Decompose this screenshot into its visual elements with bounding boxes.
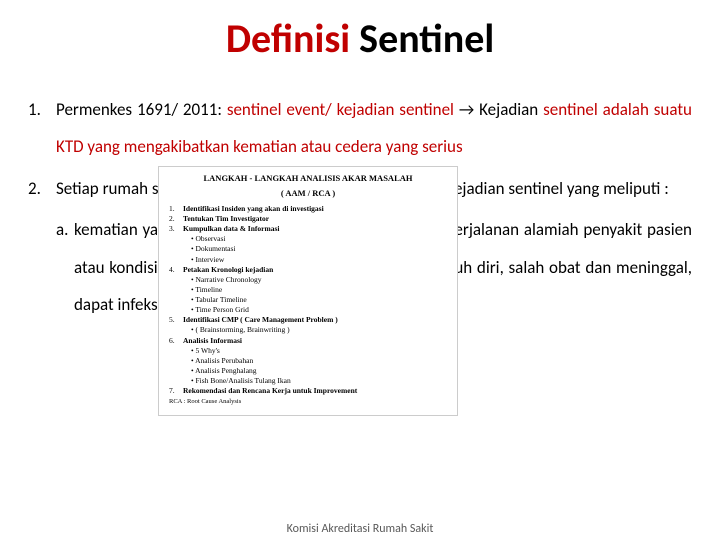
overlay-substep: Interview — [191, 255, 447, 265]
overlay-step: 1.Identifikasi Insiden yang akan di inve… — [169, 204, 447, 214]
overlay-step: 7.Rekomendasi dan Rencana Kerja untuk Im… — [169, 386, 447, 396]
overlay-substep: Fish Bone/Analisis Tulang Ikan — [191, 376, 447, 386]
list-text: Permenkes 1691/ 2011: sentinel event/ ke… — [56, 91, 692, 166]
slide-title: Definisi Sentinel — [0, 14, 720, 63]
overlay-step: 2.Tentukan Tim Investigator — [169, 214, 447, 224]
overlay-substep: ( Brainstorming, Brainwriting ) — [191, 325, 447, 335]
overlay-substep: Timeline — [191, 285, 447, 295]
overlay-substep: Observasi — [191, 234, 447, 244]
overlay-step: 3.Kumpulkan data & Informasi — [169, 224, 447, 234]
title-segment: Definisi — [226, 14, 359, 63]
list-number: 1. — [28, 91, 56, 166]
list-item: 1.Permenkes 1691/ 2011: sentinel event/ … — [28, 91, 692, 166]
slide-footer: Komisi Akreditasi Rumah Sakit — [0, 522, 720, 536]
overlay-step: 4.Petakan Kronologi kejadian — [169, 265, 447, 275]
overlay-title-2: ( AAM / RCA ) — [169, 188, 447, 199]
overlay-step: 6.Analisis Informasi — [169, 336, 447, 346]
overlay-substep: Analisis Perubahan — [191, 356, 447, 366]
overlay-substep: Narrative Chronology — [191, 275, 447, 285]
overlay-substep: Time Person Grid — [191, 305, 447, 315]
overlay-substep: Analisis Penghalang — [191, 366, 447, 376]
sub-list-letter: a. — [56, 211, 74, 323]
overlay-footnote: RCA : Root Cause Analysis — [169, 398, 447, 407]
overlay-substep: 5 Why's — [191, 346, 447, 356]
overlay-substep: Dokumentasi — [191, 244, 447, 254]
overlay-substep: Tabular Timeline — [191, 295, 447, 305]
list-number: 2. — [28, 170, 56, 207]
overlay-title-1: LANGKAH - LANGKAH ANALISIS AKAR MASALAH — [169, 173, 447, 184]
title-segment: Sentinel — [359, 14, 494, 63]
rca-overlay-box: LANGKAH - LANGKAH ANALISIS AKAR MASALAH … — [158, 166, 458, 416]
overlay-step: 5.Identifikasi CMP ( Care Management Pro… — [169, 315, 447, 325]
